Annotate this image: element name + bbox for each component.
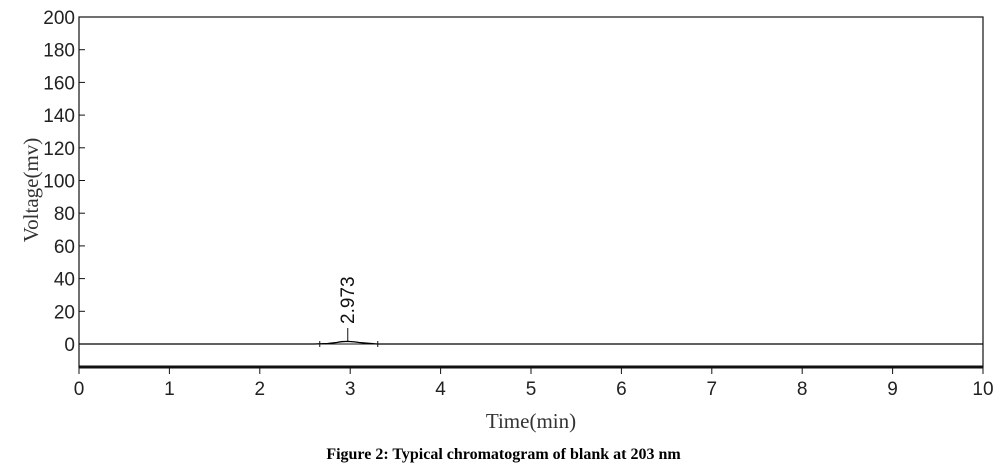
x-axis-title: Time(min) <box>486 409 576 433</box>
x-tick-label: 2 <box>255 379 266 400</box>
x-tick-label: 3 <box>345 379 356 400</box>
y-tick-label: 0 <box>64 335 75 356</box>
y-tick-label: 180 <box>43 41 75 62</box>
x-tick-label: 6 <box>616 379 627 400</box>
y-tick-label: 60 <box>54 237 75 258</box>
peak-markers: 2.973 <box>319 276 379 347</box>
plot-frame <box>78 16 984 368</box>
y-tick-label: 80 <box>54 204 75 225</box>
x-tick-label: 1 <box>164 379 175 400</box>
y-axis-title: Voltage(mv) <box>19 138 43 243</box>
y-tick-label: 100 <box>43 172 75 193</box>
x-tick-label: 5 <box>526 379 537 400</box>
y-tick-label: 160 <box>43 73 75 94</box>
x-axis-ticks: 0 1 2 3 4 5 6 7 8 9 10 <box>74 367 994 400</box>
y-tick-label: 120 <box>43 139 75 160</box>
y-tick-label: 20 <box>54 302 75 323</box>
signal-trace <box>79 340 983 345</box>
x-tick-label: 10 <box>972 379 993 400</box>
x-tick-label: 4 <box>435 379 446 400</box>
figure-caption: Figure 2: Typical chromatogram of blank … <box>326 446 681 463</box>
x-tick-label: 0 <box>74 379 85 400</box>
peak-label: 2.973 <box>338 276 359 324</box>
x-tick-label: 9 <box>887 379 898 400</box>
y-tick-label: 140 <box>43 106 75 127</box>
y-tick-label: 40 <box>54 270 75 291</box>
y-tick-label: 200 <box>43 8 75 29</box>
x-tick-label: 7 <box>707 379 718 400</box>
x-tick-label: 8 <box>797 379 808 400</box>
